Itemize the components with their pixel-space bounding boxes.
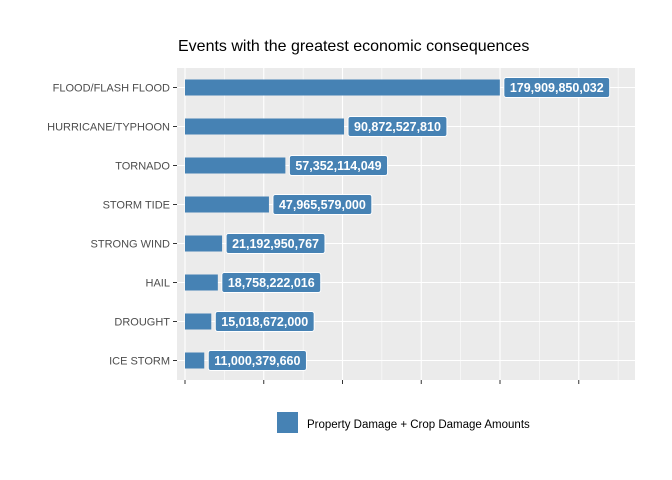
data-label-box [207, 350, 307, 371]
data-label: 90,872,527,810 [347, 116, 448, 137]
legend-label: Property Damage + Crop Damage Amounts [307, 419, 530, 431]
data-label-text: 179,909,850,032 [510, 81, 604, 95]
data-label-box [221, 272, 322, 293]
data-label-text: 57,352,114,049 [295, 159, 381, 173]
data-label-text: 18,758,222,016 [228, 276, 315, 290]
bar [185, 274, 218, 291]
data-label: 57,352,114,049 [288, 155, 389, 176]
chart-title: Events with the greatest economic conseq… [178, 38, 529, 55]
y-tick-label: STORM TIDE [103, 200, 170, 212]
legend-key [277, 412, 298, 433]
data-label-box [503, 77, 611, 98]
bar [185, 118, 345, 135]
y-tick-label: TORNADO [115, 161, 170, 173]
data-label-box [288, 155, 389, 176]
y-tick-label: DROUGHT [114, 317, 170, 329]
y-axis: FLOOD/FLASH FLOOD HURRICANE/TYPHOON TORNAD… [47, 83, 580, 384]
bar [185, 313, 212, 330]
data-label: 21,192,950,767 [225, 233, 326, 254]
data-label-text: 15,018,672,000 [221, 315, 308, 329]
data-label: 15,018,672,000 [214, 311, 315, 332]
y-tick-label: HAIL [146, 278, 170, 290]
data-label: 179,909,850,032 [503, 77, 611, 98]
data-label-text: 47,965,579,000 [279, 198, 366, 212]
bar [185, 196, 269, 213]
data-label-box [272, 194, 373, 215]
y-tick-label: STRONG WIND [91, 239, 170, 251]
plot-panel [177, 68, 635, 380]
data-label-box [347, 116, 448, 137]
bar [185, 235, 223, 252]
bar [185, 157, 286, 174]
data-labels: 179,909,850,032 90,872,527,810 57,352,114,… [207, 77, 611, 371]
data-label: 11,000,379,660 [207, 350, 307, 371]
bar [185, 79, 500, 96]
bars [185, 79, 500, 369]
data-label-text: 21,192,950,767 [232, 237, 319, 251]
data-label-box [214, 311, 315, 332]
data-label: 18,758,222,016 [221, 272, 322, 293]
data-label: 47,965,579,000 [272, 194, 373, 215]
data-label-box [225, 233, 326, 254]
y-tick-label: ICE STORM [109, 356, 170, 368]
y-tick-label: FLOOD/FLASH FLOOD [53, 83, 170, 95]
y-tick-label: HURRICANE/TYPHOON [47, 122, 170, 134]
bar [185, 352, 205, 369]
data-label-text: 11,000,379,660 [214, 354, 300, 368]
data-label-text: 90,872,527,810 [354, 120, 441, 134]
legend: Property Damage + Crop Damage Amounts [277, 412, 530, 433]
